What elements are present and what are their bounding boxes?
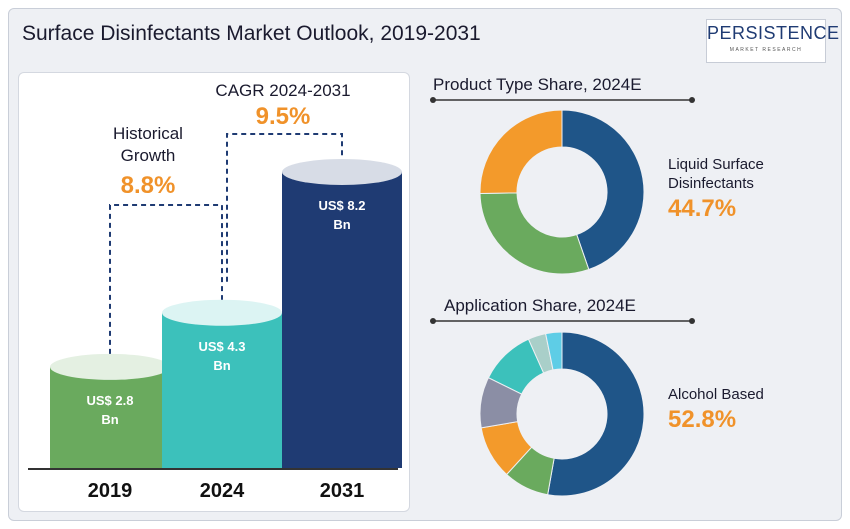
product-donut-slice-2 xyxy=(479,109,563,195)
x-tick-2031: 2031 xyxy=(320,480,365,502)
bar-2031 xyxy=(282,172,402,468)
liquid-surface-pct: 44.7% xyxy=(668,195,737,222)
bar-top-2024 xyxy=(162,299,282,326)
alcohol-based-pct: 52.8% xyxy=(668,406,737,433)
application-title: Application Share, 2024E xyxy=(444,296,636,315)
page-title: Surface Disinfectants Market Outlook, 20… xyxy=(22,22,481,45)
cagr-connector xyxy=(226,133,343,282)
product-type-title: Product Type Share, 2024E xyxy=(433,75,642,94)
x-tick-2024: 2024 xyxy=(200,480,245,502)
liquid-label-line1: Liquid Surface xyxy=(668,156,764,173)
persistence-logo: PERSISTENCE MARKET RESEARCH xyxy=(706,19,840,63)
application-rule-dot-left xyxy=(430,318,436,324)
bar-value-label-2024: US$ 4.3 Bn xyxy=(199,339,246,373)
bar-top-2019 xyxy=(50,353,170,380)
application-rule-dot-right xyxy=(689,318,695,324)
application-donut-slice-6 xyxy=(545,331,563,371)
bar-2019 xyxy=(50,366,170,468)
bar-top-2031 xyxy=(282,159,402,185)
liquid-label-line2: Disinfectants xyxy=(668,175,754,192)
bar-2024 xyxy=(162,312,282,468)
historical-growth-value: 8.8% xyxy=(120,172,176,199)
liquid-surface-label: Liquid Surface Disinfectants xyxy=(668,155,764,193)
application-donut-slice-0 xyxy=(547,331,645,497)
x-tick-2019: 2019 xyxy=(88,480,133,502)
historical-connector xyxy=(109,204,223,354)
product-type-rule-dot-right xyxy=(689,97,695,103)
cagr-value: 9.5% xyxy=(255,103,311,130)
cagr-label: CAGR 2024-2031 xyxy=(215,81,351,100)
product-donut-slice-0 xyxy=(561,109,645,271)
bar-value-label-2031: US$ 8.2 Bn xyxy=(319,198,366,232)
alcohol-based-label: Alcohol Based xyxy=(668,386,764,403)
logo-tagline: MARKET RESEARCH xyxy=(729,47,803,53)
historical-label-line1: Historical xyxy=(113,124,183,143)
historical-growth-label: Historical Growth xyxy=(88,123,208,167)
historical-label-line2: Growth xyxy=(120,146,176,165)
product-type-rule-dot-left xyxy=(430,97,436,103)
product-donut-slice-1 xyxy=(479,192,590,275)
bar-value-label-2019: US$ 2.8 Bn xyxy=(87,393,134,427)
logo-wordmark: PERSISTENCE xyxy=(707,23,840,43)
